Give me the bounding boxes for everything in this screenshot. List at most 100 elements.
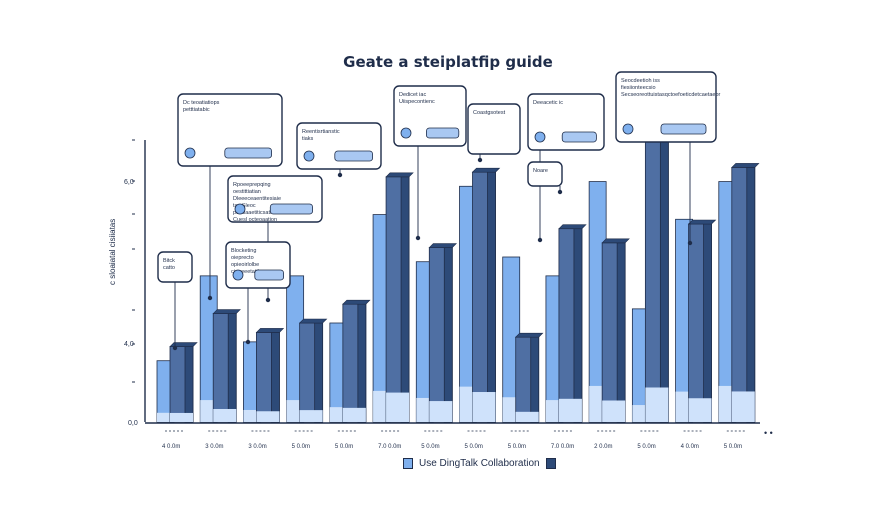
callout-text: Bitck catto <box>163 258 175 271</box>
bar-series-2-top <box>298 318 328 324</box>
bar-series-2-side <box>184 346 194 423</box>
callout-text: Coastgsotest <box>473 110 506 116</box>
bar-series-2-base <box>602 400 626 422</box>
callout-text: Noare <box>533 168 548 174</box>
x-tick-label: 3 0.0m <box>205 444 223 450</box>
bar-series-2-top <box>169 342 198 347</box>
callout-ui-pill <box>660 123 707 135</box>
bar-series-2-side <box>314 322 324 423</box>
bar-series-2-top <box>212 309 241 314</box>
callout-text: Seocdeetioh iss fiesiionteecsio Secseoreot… <box>621 78 721 98</box>
callout-ui-pill <box>561 131 597 143</box>
bar-series-2-base <box>299 410 323 422</box>
bar-series-2-side <box>443 247 453 423</box>
bar-series-2-base <box>645 387 669 422</box>
axes: • • 6,0 4,0 0,0 <box>124 139 773 438</box>
bar-series-2-side <box>530 336 540 423</box>
callout-dot <box>557 189 563 195</box>
bar-series-2-side <box>659 134 669 423</box>
bar-series-2-side <box>616 242 626 423</box>
avatar-icon <box>400 127 412 139</box>
callout-box <box>527 161 563 187</box>
bar-series-2-base <box>256 411 280 422</box>
avatar-icon <box>232 269 244 281</box>
bar-series-2-base <box>342 407 366 422</box>
bar-series-2-side <box>271 332 280 423</box>
x-tick-label: 5 0.0m <box>292 444 310 450</box>
x-tick-label: 7.0 0.0m <box>551 444 574 450</box>
callout-text: Blocketing oieprecto opieoirlolbe ciopeeeta… <box>231 248 265 275</box>
callout-text: Dc teoatiatiops petttiatabic <box>183 100 220 113</box>
bar-series-2-top <box>514 332 544 338</box>
callout-ui-pill <box>334 150 373 162</box>
callout-text: Deeacetic ic <box>533 100 563 106</box>
x-tick-label: 5 0.0m <box>335 444 353 450</box>
bars <box>156 130 760 423</box>
bar-series-2-top <box>687 219 717 225</box>
x-tick-label: 5 0.0m <box>508 444 526 450</box>
y-tick-label: 6,0 <box>124 179 134 186</box>
callout-dot <box>207 295 213 301</box>
callout-dot <box>415 235 421 241</box>
x-tick-labels: 4 0.0m 3 0.0m 3 0.0m 5 0.0m 5 0.0m 7.0 0.0m 5 … <box>162 430 747 450</box>
bar-series-2-side <box>227 313 237 423</box>
x-axis-dots: • • <box>764 428 773 438</box>
bar-series-2-top <box>471 167 501 173</box>
bar-series-2-top <box>731 163 760 168</box>
callout-dot <box>687 240 693 246</box>
callout-ui-pill <box>269 203 313 215</box>
callout-ui-pill <box>254 269 285 281</box>
x-tick-label: 5 0.0m <box>724 444 742 450</box>
callout-dot <box>537 237 543 243</box>
bar-series-2-base <box>731 391 755 422</box>
x-tick-label: 4 0.0m <box>681 444 699 450</box>
x-tick-label: 5 0.0m <box>465 444 483 450</box>
callout-box <box>157 251 193 283</box>
callout-box <box>467 103 521 155</box>
callout-text: Dedicet iac Uiispecontienc <box>399 92 435 105</box>
bar-series-2-base <box>213 408 237 422</box>
bar-series-2-top <box>385 172 414 178</box>
bar-series-2-top <box>428 243 458 248</box>
bar-series-2-side <box>400 176 410 423</box>
bar-series-2-top <box>342 299 371 305</box>
bar-series-2-base <box>688 398 712 422</box>
callout-dot <box>265 297 271 303</box>
bar-series-2-base <box>429 401 453 422</box>
callout-text: Reentisrtianstic tiaks <box>302 129 340 142</box>
bar-series-2-top <box>255 328 285 333</box>
bar-series-2-side <box>746 167 756 423</box>
bar-series-2-top <box>601 238 630 244</box>
callout-dot <box>245 339 251 345</box>
y-tick-label: 4,0 <box>124 341 134 348</box>
avatar-icon <box>184 147 196 159</box>
bar-series-2-base <box>386 392 410 422</box>
avatar-icon <box>303 150 315 162</box>
avatar-icon <box>534 131 546 143</box>
x-tick-label: 5 0.0m <box>421 444 439 450</box>
bar-series-1-base <box>157 412 174 422</box>
x-tick-label: 2 0.0m <box>594 444 612 450</box>
bar-series-2-base <box>472 392 496 422</box>
y-zero-label: 0,0 <box>128 420 138 427</box>
y-axis-label: c sloaiatal cisiiatas <box>108 218 117 285</box>
legend-swatch-series-2 <box>545 458 556 469</box>
x-tick-label: 7.0 0.0m <box>378 444 401 450</box>
x-tick-label: 4 0.0m <box>162 444 180 450</box>
bar-series-2-side <box>573 228 583 423</box>
x-tick-label: 5 0.0m <box>637 444 655 450</box>
avatar-icon <box>234 203 246 215</box>
callout-ui-pill <box>425 127 460 139</box>
x-tick-label: 3 0.0m <box>248 444 266 450</box>
bar-series-2-side <box>357 303 367 423</box>
bar-series-2-base <box>515 411 539 422</box>
callout-dot <box>172 345 178 351</box>
bar-series-2-side <box>487 171 496 423</box>
legend-label-series-1: Use DingTalk Collaboration <box>419 458 540 469</box>
callout-dot <box>477 157 483 163</box>
bar-series-2-base <box>170 412 193 422</box>
chart-title: Geate a steiplatfip guide <box>343 53 553 71</box>
legend: Use DingTalk Collaboration <box>403 458 556 469</box>
callout-dot <box>337 172 343 178</box>
